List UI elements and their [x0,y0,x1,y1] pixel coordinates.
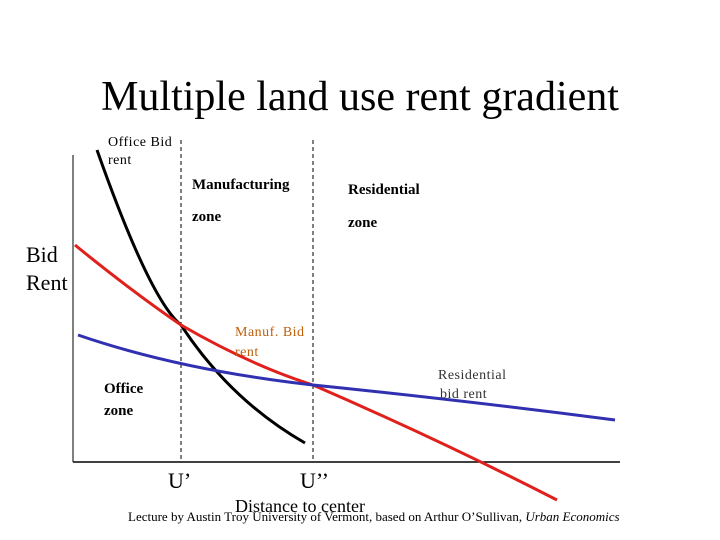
u1-label: U’ [168,468,191,493]
residential-zone-label: zone [348,215,378,231]
manufacturing-bid-rent-curve [74,243,558,502]
residential-bid-rent-curve [77,333,616,422]
residential-bid-rent-label: Residential [438,368,507,383]
y-axis-label: Bid [26,242,58,267]
footer-text: Lecture by Austin Troy University of Ver… [128,509,522,524]
title: Multiple land use rent gradient [101,74,619,120]
manufacturing-zone-label: zone [192,209,222,225]
office-bid-rent-label: rent [108,153,132,168]
footer-source: Urban Economics [525,509,619,524]
footer: Lecture by Austin Troy University of Ver… [128,509,620,524]
residential-bid-rent-label: bid rent [440,387,487,402]
office-zone-label: zone [104,403,134,419]
manuf-bid-rent-label: Manuf. Bid [235,325,305,340]
office-bid-rent-curve [95,149,306,445]
office-bid-rent-label: Office Bid [108,135,172,150]
office-zone-label: Office [104,381,143,397]
manufacturing-zone-label: Manufacturing [192,177,290,193]
manuf-bid-rent-label: rent [235,345,259,360]
u2-label: U’’ [300,468,329,493]
residential-zone-label: Residential [348,182,420,198]
x-axis-label: Distance to center [235,496,365,516]
y-axis-label: Rent [26,270,68,295]
